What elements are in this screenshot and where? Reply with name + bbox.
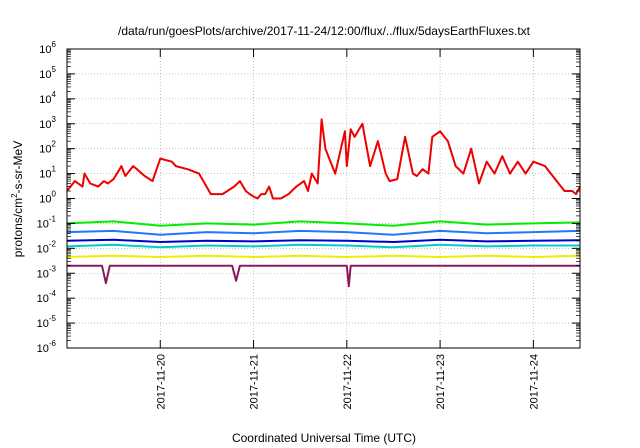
y-axis-label-unit: protons/cm <box>11 198 25 257</box>
flux-series-4 <box>66 238 581 243</box>
grid <box>67 49 580 348</box>
y-tick-label: 105 <box>39 65 56 81</box>
x-axis-label: Coordinated Universal Time (UTC) <box>232 431 416 445</box>
x-tick-label: 2017-11-24 <box>528 354 540 409</box>
series-group <box>66 118 581 288</box>
x-tick-label: 2017-11-22 <box>342 354 354 409</box>
y-axis-label: protons/cm2-s-sr-MeV <box>10 141 25 257</box>
y-tick-label: 10-6 <box>37 339 57 355</box>
x-tick-label: 2017-11-23 <box>435 354 447 409</box>
y-axis: 10-6 10-5 10-4 10-3 10-2 10-1 100 101 102 103 104 1… <box>37 40 580 355</box>
flux-series-5 <box>66 243 580 249</box>
x-tick-label: 2017-11-20 <box>155 354 167 409</box>
y-tick-label: 101 <box>39 165 56 181</box>
flux-series-6 <box>66 254 581 258</box>
y-axis-label-suffix: -s-sr-MeV <box>11 141 25 194</box>
flux-series-7 <box>67 264 580 288</box>
y-tick-label: 104 <box>39 90 56 106</box>
plot-frame <box>66 48 581 349</box>
y-tick-label: 103 <box>39 115 56 131</box>
flux-series-2 <box>66 220 581 227</box>
y-tick-label: 10-3 <box>37 264 57 280</box>
y-tick-label: 102 <box>39 140 56 156</box>
y-tick-label: 100 <box>39 190 56 206</box>
y-tick-label: 10-1 <box>37 214 57 230</box>
x-axis: 2017-11-20 2017-11-21 2017-11-22 2017-11-23… <box>155 49 540 409</box>
flux-series-3 <box>66 229 581 236</box>
y-tick-label: 10-5 <box>37 314 57 330</box>
y-tick-label: 106 <box>39 40 56 56</box>
chart-title: /data/run/goesPlots/archive/2017-11-24/1… <box>118 24 531 38</box>
y-axis-label-exponent: 2 <box>10 193 19 198</box>
x-tick-label: 2017-11-21 <box>249 354 261 409</box>
y-tick-label: 10-2 <box>37 239 57 255</box>
y-tick-label: 10-4 <box>37 289 57 305</box>
flux-series-1 <box>66 118 581 200</box>
